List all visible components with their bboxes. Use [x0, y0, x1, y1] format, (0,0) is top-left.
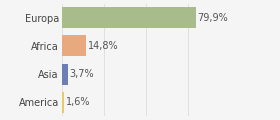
Text: 14,8%: 14,8% [88, 41, 118, 51]
Text: 3,7%: 3,7% [69, 69, 94, 79]
Bar [62, 7, 196, 28]
Bar [62, 35, 87, 57]
Bar [62, 63, 68, 85]
Text: 1,6%: 1,6% [66, 97, 90, 107]
Text: 79,9%: 79,9% [197, 13, 228, 23]
Bar [62, 92, 64, 113]
